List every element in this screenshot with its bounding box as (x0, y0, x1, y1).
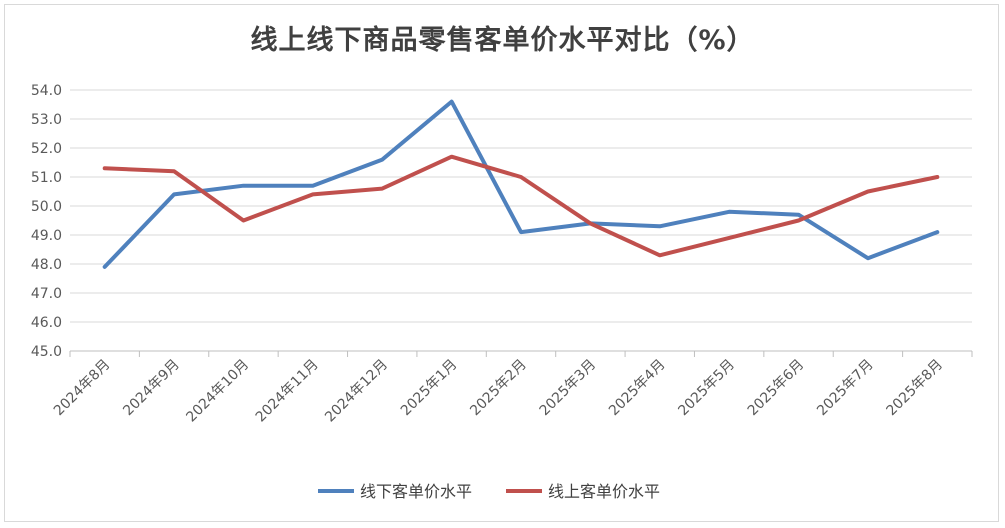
x-tick-label: 2024年10月 (183, 357, 252, 426)
x-tick-labels: 2024年8月 2024年9月 2024年10月 2024年11月 2024年12月 20… (51, 357, 946, 426)
x-tick-label: 2025年6月 (745, 357, 808, 420)
series-lines (102, 99, 940, 269)
axes (69, 350, 973, 357)
x-tick-label: 2025年4月 (606, 357, 669, 420)
x-tick-label: 2024年9月 (120, 357, 183, 420)
y-tick-label: 46.0 (31, 315, 62, 331)
x-tick-label: 2025年7月 (814, 357, 877, 420)
legend: 线下客单价水平 线上客单价水平 (318, 482, 660, 501)
legend-label-1: 线下客单价水平 (360, 482, 472, 501)
y-tick-label: 48.0 (31, 257, 62, 273)
y-tick-label: 47.0 (31, 286, 62, 302)
y-tick-label: 51.0 (31, 170, 62, 186)
y-tick-label: 50.0 (31, 199, 62, 215)
legend-label-2: 线上客单价水平 (548, 482, 660, 501)
x-tick-label: 2025年1月 (398, 357, 461, 420)
x-tick-label: 2025年5月 (675, 357, 738, 420)
y-tick-label: 54.0 (31, 83, 62, 99)
series-line-2 (102, 154, 940, 258)
x-tick-label: 2024年12月 (322, 357, 391, 426)
y-tick-label: 49.0 (31, 228, 62, 244)
x-tick-label: 2024年11月 (253, 357, 322, 426)
chart-title: 线上线下商品零售客单价水平对比（%） (250, 25, 755, 56)
x-tick-label: 2025年8月 (884, 357, 947, 420)
series-line-1 (102, 99, 940, 269)
y-tick-label: 52.0 (31, 141, 62, 157)
y-tick-label: 53.0 (31, 112, 62, 128)
x-tick-label: 2025年2月 (467, 357, 530, 420)
x-tick-label: 2025年3月 (537, 357, 600, 420)
y-tick-label: 45.0 (31, 344, 62, 360)
y-tick-labels: 45.0 46.0 47.0 48.0 49.0 50.0 51.0 52.0 53.0 54.0 (31, 83, 62, 360)
x-tick-label: 2024年8月 (51, 357, 114, 420)
